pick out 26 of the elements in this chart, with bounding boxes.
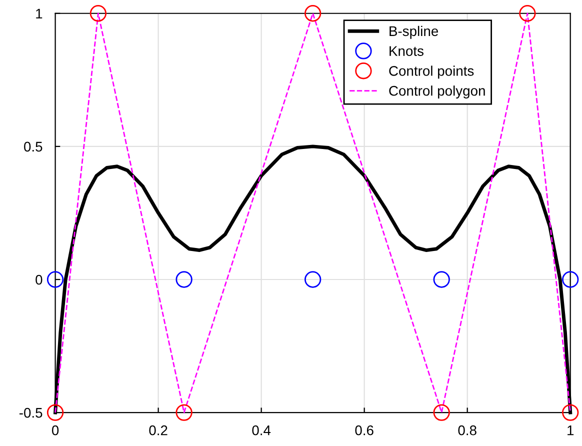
point bbox=[562, 404, 579, 421]
y-tick-label: 1 bbox=[36, 8, 42, 18]
x-tick-label: 1 bbox=[568, 426, 574, 436]
x-tick-label: 0.6 bbox=[355, 425, 374, 436]
point bbox=[46, 404, 64, 421]
y-tick-label: -0.5 bbox=[19, 408, 42, 418]
point bbox=[519, 5, 536, 22]
x-tick-label: 0.8 bbox=[458, 425, 476, 436]
point bbox=[304, 5, 322, 22]
legend-label: Control polygon bbox=[389, 86, 485, 98]
x-tick-label: 0.2 bbox=[149, 425, 168, 436]
y-tick-label: 0.5 bbox=[24, 142, 42, 152]
legend-label: Control points bbox=[389, 66, 474, 79]
point bbox=[304, 271, 322, 288]
x-tick-label: 0.4 bbox=[252, 425, 271, 436]
point bbox=[176, 404, 192, 421]
point bbox=[90, 5, 107, 22]
legend-label: Knots bbox=[390, 46, 424, 56]
point bbox=[433, 404, 450, 421]
point bbox=[433, 271, 450, 288]
y-tick-label: 0 bbox=[36, 274, 42, 285]
point bbox=[46, 271, 64, 288]
legend-label: B-spline bbox=[390, 26, 438, 39]
point bbox=[176, 271, 192, 288]
x-tick-label: 0 bbox=[52, 425, 59, 436]
point bbox=[562, 271, 579, 288]
